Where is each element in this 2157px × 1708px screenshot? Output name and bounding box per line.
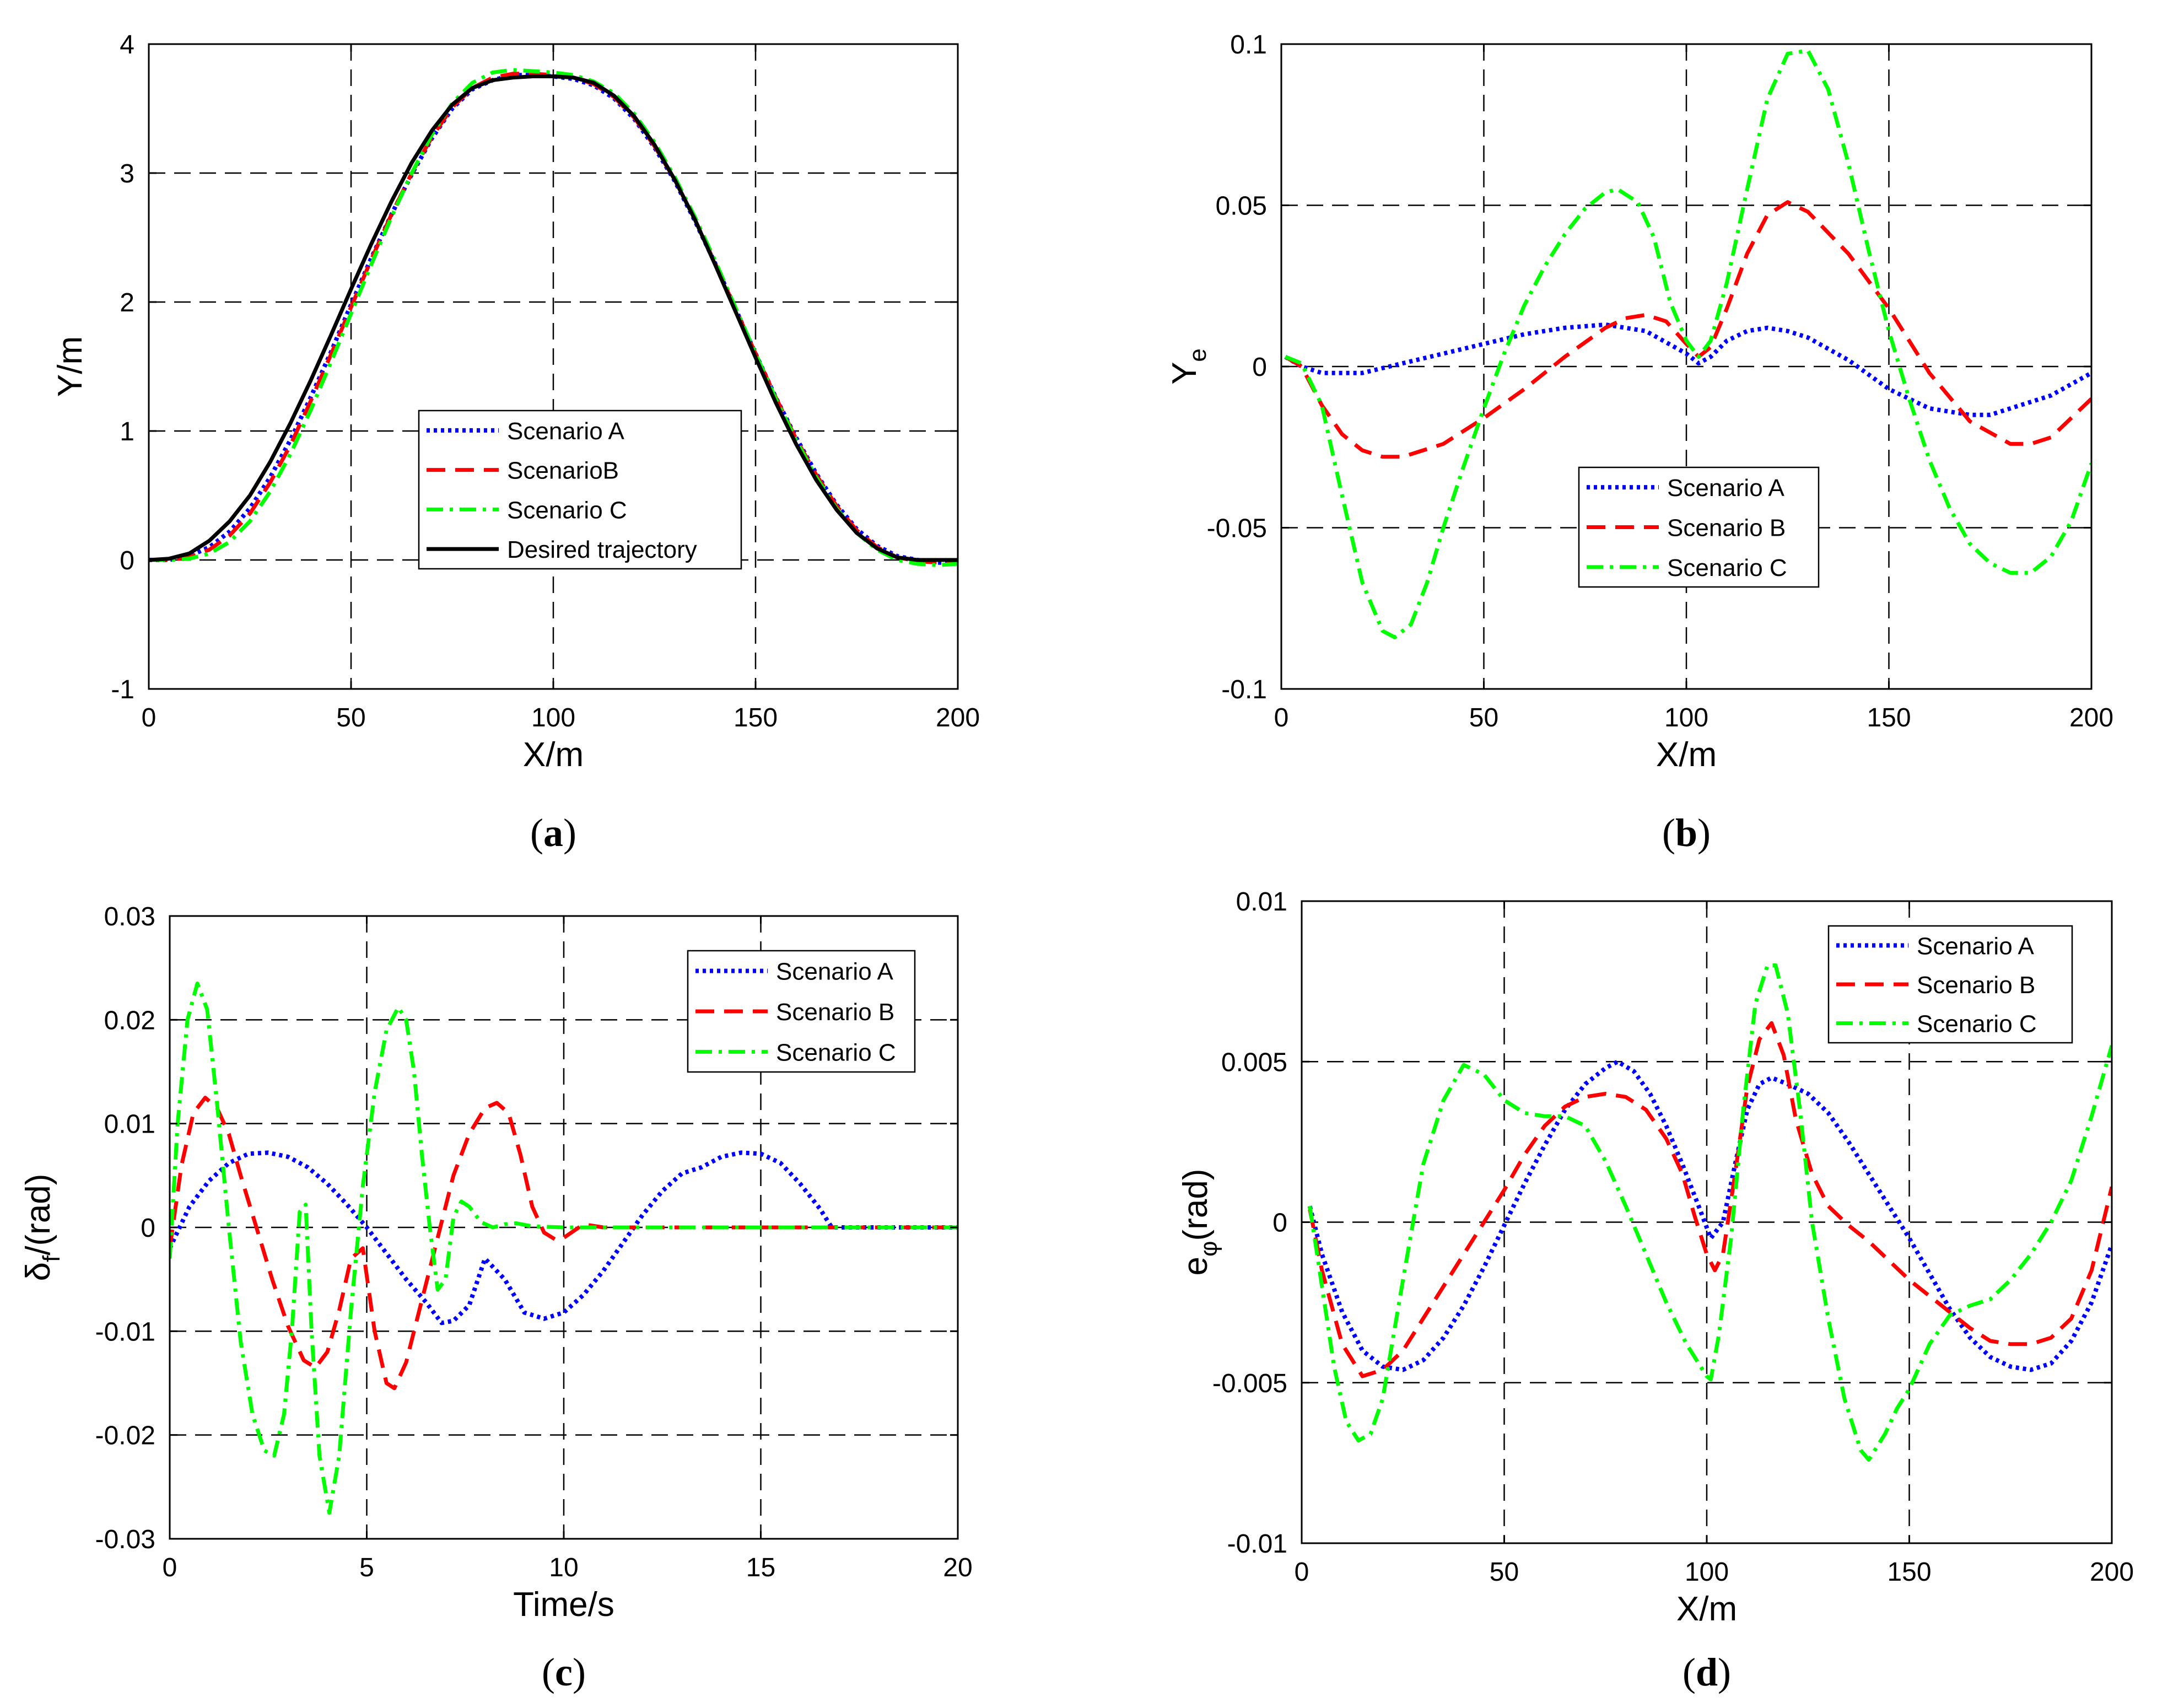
chart-panel-c: 0 5 10 15 20 -0.03 -0.02 -0.01 0 0.01 0.02 0.03 Time… (19, 902, 973, 1694)
x-tick-label: 200 (936, 703, 980, 732)
x-tick-label: 50 (336, 703, 365, 732)
x-tick-label: 10 (549, 1553, 578, 1582)
legend-label: Scenario A (776, 958, 893, 985)
y-tick-label: -1 (111, 675, 134, 704)
y-tick-label: 0.1 (1230, 30, 1267, 60)
x-tick-label: 200 (2090, 1558, 2134, 1587)
y-tick-label: 0 (141, 1214, 155, 1243)
x-axis-label: Time/s (513, 1586, 614, 1624)
y-tick-label: -0.03 (95, 1525, 155, 1554)
legend-label: Scenario B (1667, 515, 1786, 542)
y-tick-label: -0.05 (1207, 514, 1267, 543)
legend: Scenario A Scenario B Scenario C (1578, 466, 1820, 588)
series-line-scenario-c (170, 981, 958, 1515)
legend-label: Scenario A (1667, 475, 1784, 502)
panel-caption: (b) (1662, 811, 1711, 855)
y-tick-label: 0.01 (104, 1110, 155, 1139)
y-axis-label: Y/m (51, 336, 89, 397)
series-line-scenario-b (1284, 200, 2091, 459)
x-tick-label: 0 (142, 703, 157, 732)
x-tick-label: 50 (1469, 703, 1498, 732)
x-tick-label: 0 (1274, 703, 1289, 732)
y-tick-label: 0 (120, 546, 134, 575)
chart-panel-d: 0 50 100 150 200 -0.01 -0.005 0 0.005 0.01 X/m eφ(r… (1177, 887, 2134, 1694)
legend-label: Desired trajectory (507, 536, 697, 563)
legend-label: Scenario A (507, 418, 624, 445)
y-tick-label: 0.02 (104, 1006, 155, 1035)
series-line-scenario-b (170, 1096, 958, 1391)
x-tick-label: 0 (1295, 1558, 1309, 1587)
panel-caption: (c) (542, 1650, 586, 1694)
series-line-scenario-b (1308, 1021, 2112, 1378)
legend: Scenario A Scenario B Scenario C (687, 950, 916, 1073)
y-axis-label: δf/(rad) (19, 1174, 65, 1281)
y-tick-label: -0.1 (1221, 675, 1267, 704)
legend: Scenario A ScenarioB Scenario C Desired tra… (418, 410, 742, 570)
x-tick-label: 150 (734, 703, 778, 732)
legend-label: ScenarioB (507, 457, 619, 484)
y-tick-label: -0.01 (1227, 1529, 1287, 1559)
panel-caption: (d) (1683, 1650, 1731, 1694)
y-axis-label: Ye (1166, 348, 1211, 385)
y-tick-label: 0 (1252, 353, 1267, 382)
series-line-scenario-c (1285, 49, 2091, 639)
x-tick-label: 20 (943, 1553, 972, 1582)
chart-panel-b: 0 50 100 150 200 -0.1 -0.05 0 0.05 0.1 X/m Ye Scenar… (1166, 30, 2113, 855)
y-tick-label: 2 (120, 288, 134, 317)
y-tick-label: 0.05 (1216, 192, 1267, 221)
y-tick-label: -0.005 (1212, 1369, 1287, 1398)
x-tick-label: 100 (531, 703, 575, 732)
series-line-scenario-a (170, 1150, 958, 1326)
series-line-scenario-c (1308, 963, 2112, 1462)
x-axis-label: X/m (523, 736, 584, 774)
x-tick-label: 150 (1887, 1558, 1931, 1587)
y-tick-label: -0.02 (95, 1421, 155, 1451)
x-tick-label: 100 (1664, 703, 1708, 732)
legend-label: Scenario A (1917, 933, 2034, 960)
legend-label: Scenario C (776, 1039, 896, 1066)
legend-label: Scenario B (776, 999, 894, 1026)
x-axis-label: X/m (1676, 1590, 1737, 1628)
y-tick-label: 0.005 (1221, 1048, 1287, 1077)
series-line-scenario-a (1284, 322, 2091, 417)
y-tick-label: 4 (120, 30, 134, 60)
legend-label: Scenario C (507, 497, 627, 524)
x-tick-label: 200 (2069, 703, 2113, 732)
series-line-scenario-a (1307, 1059, 2112, 1372)
legend-label: Scenario C (1917, 1011, 2037, 1038)
x-tick-label: 5 (359, 1553, 374, 1582)
x-tick-label: 150 (1867, 703, 1911, 732)
y-tick-label: 0.01 (1236, 887, 1287, 917)
y-tick-label: 3 (120, 159, 134, 188)
y-tick-label: 0 (1272, 1209, 1287, 1238)
x-axis-label: X/m (1656, 736, 1717, 774)
x-tick-label: 100 (1685, 1558, 1729, 1587)
x-tick-label: 0 (163, 1553, 177, 1582)
y-tick-label: 0.03 (104, 902, 155, 931)
y-axis-label: eφ(rad) (1177, 1169, 1222, 1276)
series-line-desired-trajectory (149, 74, 958, 562)
legend-box (418, 410, 742, 570)
panel-caption: (a) (530, 811, 576, 855)
legend: Scenario A Scenario B Scenario C (1827, 925, 2073, 1044)
y-tick-label: -0.01 (95, 1317, 155, 1346)
legend-label: Scenario C (1667, 554, 1787, 581)
x-tick-label: 50 (1490, 1558, 1519, 1587)
legend-label: Scenario B (1917, 972, 2035, 999)
x-tick-label: 15 (746, 1553, 775, 1582)
y-tick-label: 1 (120, 417, 134, 446)
